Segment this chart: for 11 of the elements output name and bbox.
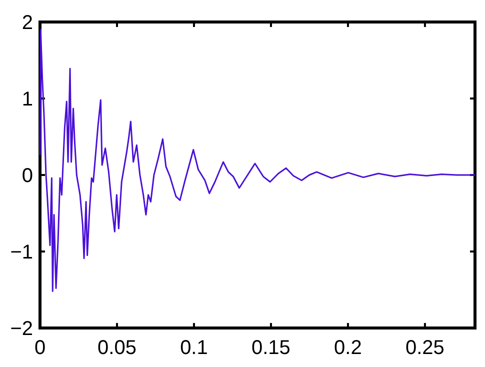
x-tick-label: 0.25 [405, 337, 444, 359]
y-tick-label: −2 [10, 318, 33, 340]
y-tick-label: 1 [22, 88, 33, 110]
x-tick-label: 0.1 [180, 337, 208, 359]
y-tick-label: 2 [22, 12, 33, 34]
y-tick-label: 0 [22, 165, 33, 187]
x-tick-label: 0.05 [98, 337, 136, 359]
y-tick-label: −1 [10, 242, 33, 264]
line-series [39, 28, 476, 292]
x-tick-label: 0.2 [334, 337, 362, 359]
x-tick-label: 0.15 [252, 337, 290, 359]
